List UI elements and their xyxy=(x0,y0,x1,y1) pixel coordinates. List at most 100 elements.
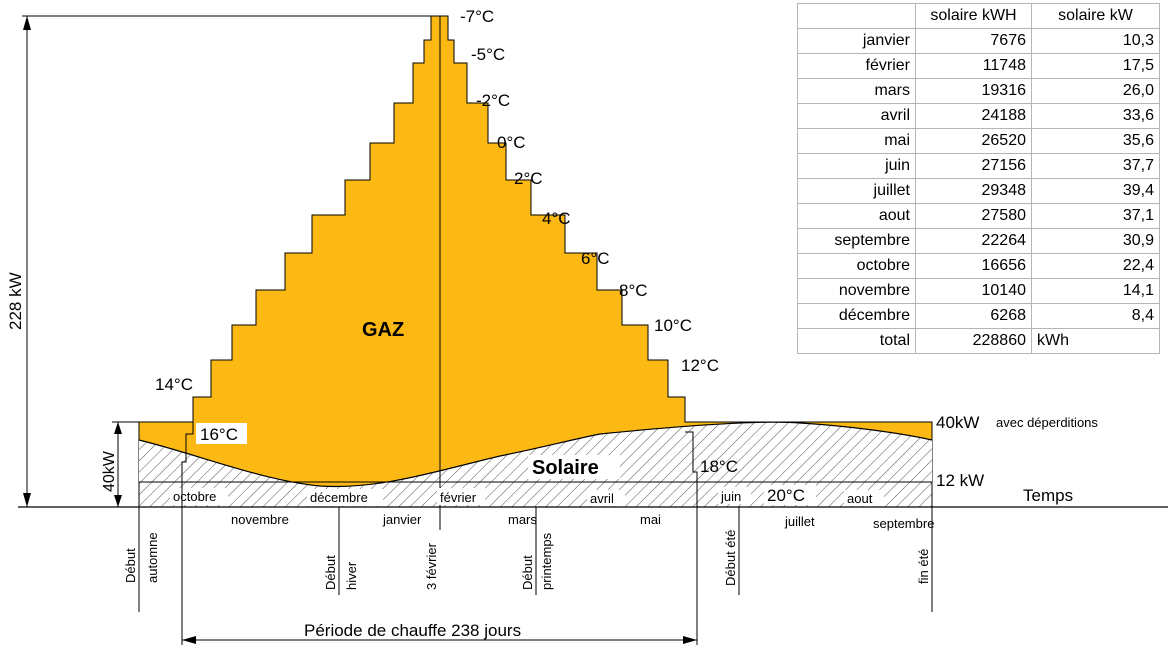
label-period: Période de chauffe 238 jours xyxy=(304,621,521,640)
label-228kw: 228 kW xyxy=(6,272,25,330)
table-month-cell: février xyxy=(797,53,916,79)
label-gaz: GAZ xyxy=(362,319,404,341)
table-row: mai 26520 35,6 xyxy=(797,128,1160,154)
label-temps: Temps xyxy=(1023,486,1073,505)
marker-debut-ete: Début été xyxy=(723,530,738,586)
table-month-cell: avril xyxy=(797,103,916,129)
label-solaire-box xyxy=(528,455,620,479)
month-box xyxy=(307,489,383,506)
table-row: janvier 7676 10,3 xyxy=(797,28,1160,54)
temp-label: 20°C xyxy=(767,486,805,505)
table-month-cell: mars xyxy=(797,78,916,104)
month-label: mars xyxy=(508,512,537,527)
table-row: mars 19316 26,0 xyxy=(797,78,1160,104)
month-label: avril xyxy=(590,491,614,506)
table-total-unit: kWh xyxy=(1031,328,1160,354)
month-label: février xyxy=(440,490,477,505)
table-kw-cell: 35,6 xyxy=(1031,128,1160,154)
label-12kw: 12 kW xyxy=(936,471,984,490)
temp-label: 8°C xyxy=(619,281,648,300)
dimension-40-arrow-top xyxy=(114,422,122,434)
month-label: décembre xyxy=(310,490,368,505)
table-kwh-cell: 24188 xyxy=(915,103,1032,129)
table-month-cell: juin xyxy=(797,153,916,179)
table-month-cell: septembre xyxy=(797,228,916,254)
marker-debut-automne-a: Début xyxy=(123,548,138,583)
table-kw-cell: 10,3 xyxy=(1031,28,1160,54)
temp-label: 0°C xyxy=(497,133,526,152)
table-month-cell: aout xyxy=(797,203,916,229)
table-kwh-cell: 29348 xyxy=(915,178,1032,204)
table-kwh-cell: 16656 xyxy=(915,253,1032,279)
temp-label: -2°C xyxy=(476,91,510,110)
table-kwh-cell: 19316 xyxy=(915,78,1032,104)
table-total-kwh: 228860 xyxy=(915,328,1032,354)
table-kw-cell: 39,4 xyxy=(1031,178,1160,204)
temp-label: 14°C xyxy=(155,375,193,394)
table-kw-cell: 26,0 xyxy=(1031,78,1160,104)
table-row: juin 27156 37,7 xyxy=(797,153,1160,179)
month-label: mai xyxy=(640,512,661,527)
month-box xyxy=(844,490,884,506)
marker-debut-hiver-a: Début xyxy=(323,555,338,590)
table-kwh-cell: 11748 xyxy=(915,53,1032,79)
month-box xyxy=(437,488,485,505)
table-header-row: solaire kWH solaire kW xyxy=(797,3,1160,29)
temp-label: -7°C xyxy=(460,7,494,26)
table-kw-cell: 37,1 xyxy=(1031,203,1160,229)
month-box xyxy=(718,487,751,504)
month-label: juillet xyxy=(784,514,815,529)
temp-label: -5°C xyxy=(471,45,505,64)
table-row: décembre 6268 8,4 xyxy=(797,303,1160,329)
label-40kw-right: 40kW xyxy=(936,413,979,432)
table-kw-cell: 17,5 xyxy=(1031,53,1160,79)
table-kwh-cell: 27580 xyxy=(915,203,1032,229)
table-kwh-cell: 22264 xyxy=(915,228,1032,254)
table-total-row: total 228860 kWh xyxy=(797,328,1160,354)
table-row: avril 24188 33,6 xyxy=(797,103,1160,129)
table-body: janvier 7676 10,3 février 11748 17,5 mars 19316… xyxy=(797,28,1160,354)
marker-debut-printemps-b: printemps xyxy=(539,532,554,590)
step-18c xyxy=(685,431,698,507)
label-solaire: Solaire xyxy=(532,457,599,479)
marker-debut-hiver-b: hiver xyxy=(344,561,359,590)
month-label: octobre xyxy=(173,489,216,504)
month-label: juin xyxy=(720,489,741,504)
dimension-228-arrow-top xyxy=(23,16,31,30)
month-label: septembre xyxy=(873,516,934,531)
table-month-cell: juillet xyxy=(797,178,916,204)
table-kw-cell: 22,4 xyxy=(1031,253,1160,279)
solar-data-table: solaire kWH solaire kW janvier 7676 10,3 fé… xyxy=(797,3,1160,354)
month-box xyxy=(170,488,228,505)
table-month-cell: décembre xyxy=(797,303,916,329)
table-month-cell: mai xyxy=(797,128,916,154)
table-kw-cell: 14,1 xyxy=(1031,278,1160,304)
marker-debut-automne-b: automne xyxy=(145,532,160,583)
table-row: juillet 29348 39,4 xyxy=(797,178,1160,204)
table-kwh-cell: 6268 xyxy=(915,303,1032,329)
table-kw-cell: 37,7 xyxy=(1031,153,1160,179)
table-row: septembre 22264 30,9 xyxy=(797,228,1160,254)
dimension-228-arrow-bottom xyxy=(23,493,31,507)
marker-fin-ete: fin été xyxy=(916,549,931,584)
table-row: aout 27580 37,1 xyxy=(797,203,1160,229)
label-40kw-left: 40kW xyxy=(101,450,118,492)
label-40kw-right-sub: avec déperditions xyxy=(996,415,1098,430)
temp-label: 6°C xyxy=(581,249,610,268)
table-kw-cell: 30,9 xyxy=(1031,228,1160,254)
temp-label: 4°C xyxy=(542,209,571,228)
month-label: aout xyxy=(847,491,873,506)
temp-16c-box xyxy=(196,423,247,444)
table-kwh-cell: 10140 xyxy=(915,278,1032,304)
temp-20c-box xyxy=(764,485,816,505)
table-kwh-cell: 26520 xyxy=(915,128,1032,154)
month-label: novembre xyxy=(231,512,289,527)
table-kw-cell: 8,4 xyxy=(1031,303,1160,329)
step-16c xyxy=(181,422,194,482)
table-month-cell: novembre xyxy=(797,278,916,304)
table-kw-cell: 33,6 xyxy=(1031,103,1160,129)
temp-label: 12°C xyxy=(681,356,719,375)
period-arrow-right xyxy=(683,636,697,644)
table-total-label: total xyxy=(797,328,916,354)
